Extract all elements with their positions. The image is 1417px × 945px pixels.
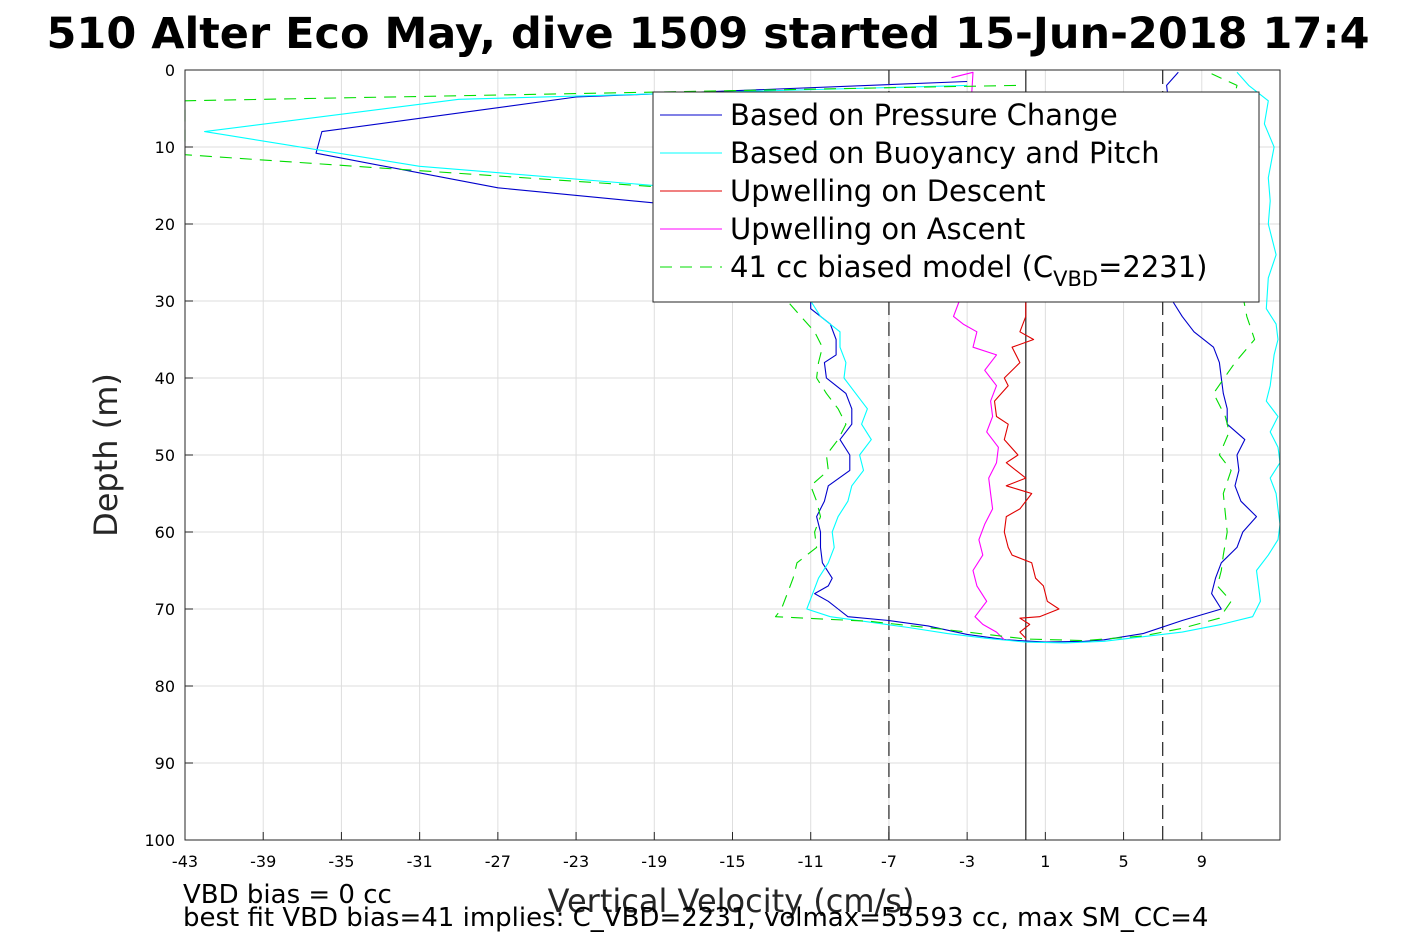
x-axis-label: Vertical Velocity (cm/s) (548, 882, 915, 920)
y-tick-label: 100 (144, 831, 175, 850)
x-tick-label: -7 (881, 852, 897, 871)
y-tick-label: 40 (155, 369, 175, 388)
series-line-0 (315, 71, 1258, 643)
y-tick-label: 80 (155, 677, 175, 696)
legend-label: Based on Buoyancy and Pitch (730, 136, 1160, 170)
y-tick-label: 60 (155, 523, 175, 542)
legend-label: Upwelling on Descent (730, 174, 1046, 208)
y-tick-label: 10 (155, 138, 175, 157)
series-line-4 (184, 73, 1256, 642)
legend-label: 41 cc biased model (CVBD=2231) (730, 250, 1208, 291)
vbd-bias-note: VBD bias = 0 cc (183, 880, 392, 910)
x-tick-label: -3 (959, 852, 975, 871)
y-tick-labels: 0 10 20 30 40 50 60 70 80 90 100 (144, 61, 193, 850)
x-tick-label: -27 (485, 852, 511, 871)
chart-title: 510 Alter Eco May, dive 1509 started 15-… (46, 9, 1369, 59)
x-tick-label: -35 (328, 852, 354, 871)
y-tick-label: 30 (155, 292, 175, 311)
y-tick-label: 50 (155, 446, 175, 465)
legend-box (652, 91, 1260, 303)
x-tick-label: 1 (1040, 852, 1050, 871)
series-line-3 (951, 71, 1005, 641)
x-tick-label: -31 (407, 852, 433, 871)
best-fit-note: best fit VBD bias=41 implies: C_VBD=2231… (183, 903, 1208, 933)
x-tick-label: 9 (1197, 852, 1207, 871)
legend-label: Based on Pressure Change (730, 98, 1118, 132)
x-tick-label: 5 (1118, 852, 1128, 871)
x-tick-label: -19 (641, 852, 667, 871)
legend-label: Upwelling on Ascent (730, 212, 1025, 246)
x-tick-label: -43 (172, 852, 198, 871)
y-axis-label: Depth (m) (87, 373, 125, 537)
y-tick-label: 90 (155, 754, 175, 773)
x-tick-label: -15 (719, 852, 745, 871)
x-tick-label: -23 (563, 852, 589, 871)
y-tick-label: 0 (165, 61, 175, 80)
y-tick-label: 20 (155, 215, 175, 234)
series-line-2 (993, 301, 1060, 639)
series-group (184, 71, 1281, 644)
legend: Based on Pressure Change Based on Buoyanc… (652, 91, 1260, 303)
series-line-1 (204, 71, 1281, 644)
x-tick-labels: -43 -39 -35 -31 -27 -23 -19 -15 -11 -7 -3 1 5 9 (172, 832, 1207, 871)
y-tick-label: 70 (155, 600, 175, 619)
x-tick-label: -11 (798, 852, 824, 871)
x-tick-label: -39 (250, 852, 276, 871)
